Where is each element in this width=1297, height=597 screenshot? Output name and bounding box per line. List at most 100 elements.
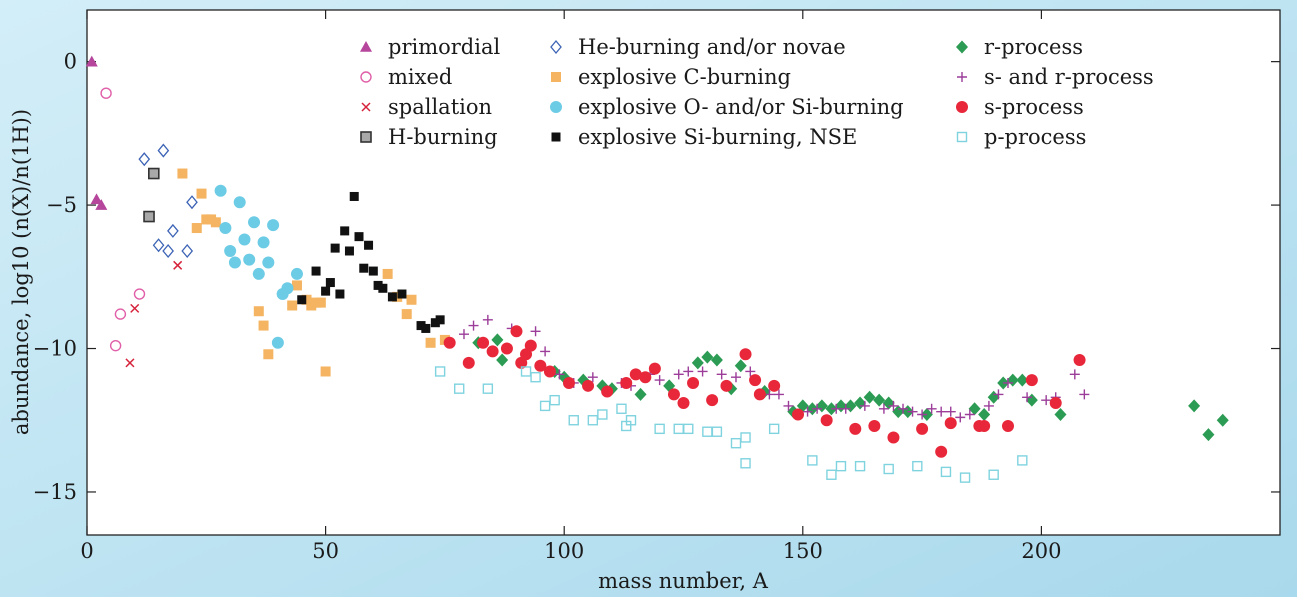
data-point <box>262 256 275 269</box>
legend-marker <box>360 41 372 52</box>
data-point <box>224 244 237 257</box>
data-point <box>711 426 723 437</box>
data-point <box>673 369 684 380</box>
data-point <box>539 400 551 412</box>
data-point <box>477 336 490 349</box>
data-point <box>654 423 665 435</box>
data-point <box>898 403 909 414</box>
data-point <box>945 406 956 417</box>
x-tick-label: 200 <box>1021 539 1061 563</box>
data-point <box>840 403 851 414</box>
data-point <box>740 432 751 443</box>
data-point <box>549 394 560 406</box>
legend-item: explosive O- and/or Si-burning <box>550 95 904 119</box>
data-point <box>157 143 170 158</box>
data-point <box>1202 428 1215 442</box>
data-point <box>1003 377 1013 388</box>
y-tick-label: −15 <box>33 480 77 504</box>
legend-item: s- and r-process <box>957 65 1154 89</box>
data-point <box>430 318 440 328</box>
legend-label: p-process <box>984 125 1086 149</box>
legend-item: primordial <box>360 35 500 59</box>
y-tick-label: −10 <box>33 337 77 361</box>
data-point <box>849 422 862 435</box>
data-point <box>936 406 947 417</box>
data-point <box>530 326 541 337</box>
data-point <box>100 87 112 99</box>
y-tick-label: 0 <box>64 50 77 74</box>
data-point <box>263 349 274 360</box>
series-spallation <box>125 260 183 368</box>
series-s-and-r-process <box>458 314 1090 423</box>
data-point <box>773 389 784 400</box>
data-point <box>868 419 881 432</box>
data-point <box>783 400 794 411</box>
data-point <box>228 256 241 269</box>
data-point <box>468 320 479 331</box>
legend-item: r-process <box>956 35 1083 59</box>
data-point <box>130 303 140 313</box>
legend-marker <box>360 71 372 83</box>
data-point <box>301 294 312 305</box>
data-point <box>730 437 742 449</box>
data-point <box>1049 397 1062 410</box>
legend-item: p-process <box>956 125 1086 149</box>
data-point <box>812 403 823 414</box>
legend-item: explosive Si-burning, NSE <box>551 125 857 149</box>
data-point <box>344 246 354 256</box>
data-point <box>968 402 981 416</box>
axis-ticks: 0 50 100 150 200 0 −5 −10 −15 <box>33 10 1280 563</box>
data-point <box>462 356 475 369</box>
y-tick-label: −5 <box>46 193 77 217</box>
data-point <box>291 280 302 291</box>
data-point <box>315 297 326 308</box>
x-axis-label: mass number, A <box>598 569 769 593</box>
data-point <box>173 260 183 270</box>
legend-label: r-process <box>984 35 1083 59</box>
data-point <box>368 266 378 276</box>
data-point <box>887 431 900 444</box>
data-point <box>177 168 188 179</box>
legend-item: H-burning <box>360 125 498 149</box>
data-point <box>143 210 155 223</box>
data-point <box>568 415 579 426</box>
legend-marker <box>551 72 561 82</box>
data-point <box>359 263 369 273</box>
series-h-burning <box>143 167 160 223</box>
data-point <box>739 348 752 361</box>
data-point <box>587 415 599 426</box>
series-explosive-c-burning <box>177 168 450 377</box>
data-point <box>926 403 937 414</box>
data-point <box>258 320 269 331</box>
data-point <box>888 400 899 411</box>
data-point <box>677 397 690 410</box>
data-point <box>162 243 174 258</box>
legend-marker <box>550 39 562 55</box>
data-point <box>753 388 766 401</box>
x-tick-label: 50 <box>312 539 339 563</box>
y-axis-label: abundance, log10 (n(X)/n(1H)) <box>9 109 33 435</box>
data-point <box>616 403 627 414</box>
legend-marker <box>957 72 967 82</box>
data-point <box>1025 374 1038 387</box>
data-point <box>267 219 280 232</box>
data-point <box>191 223 202 234</box>
data-point <box>90 193 103 205</box>
data-point <box>907 406 918 417</box>
data-point <box>820 414 833 427</box>
data-point <box>114 308 127 320</box>
legend-item: He-burning and/or novae <box>550 35 846 59</box>
data-point <box>253 306 264 317</box>
data-point <box>138 152 151 167</box>
plot-area <box>86 9 1281 536</box>
data-point <box>562 376 575 389</box>
data-point <box>1022 392 1033 403</box>
data-point <box>406 294 417 305</box>
data-point <box>325 278 335 288</box>
data-point <box>683 366 694 377</box>
data-point <box>167 223 179 238</box>
data-point <box>697 366 708 377</box>
legend: primordial mixed spallation H-burning He-bur… <box>360 35 1154 149</box>
data-point <box>196 188 207 199</box>
